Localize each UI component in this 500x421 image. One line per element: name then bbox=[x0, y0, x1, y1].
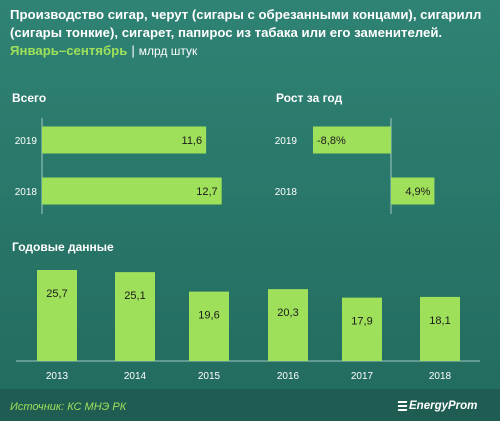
unit-label: млрд штук bbox=[138, 44, 198, 58]
total-value-label: 12,7 bbox=[196, 186, 217, 198]
growth-bar bbox=[391, 177, 435, 205]
growth-year-label: 2019 bbox=[275, 136, 298, 147]
total-value-label: 11,6 bbox=[182, 135, 203, 147]
total-bar bbox=[42, 126, 207, 154]
annual-year-label: 2014 bbox=[124, 371, 147, 382]
annual-year-label: 2017 bbox=[351, 371, 374, 382]
brand-name: EnergyProm bbox=[409, 400, 478, 412]
total-year-label: 2019 bbox=[15, 136, 38, 147]
annual-bar bbox=[268, 289, 308, 361]
growth-chart-title: Рост за год bbox=[276, 91, 343, 105]
title-line-1: Производство сигар, черут (сигары с обре… bbox=[10, 7, 482, 22]
growth-bar bbox=[313, 126, 391, 154]
annual-bar bbox=[420, 296, 460, 361]
total-chart-title: Всего bbox=[12, 91, 47, 105]
annual-value-label: 18,1 bbox=[429, 315, 450, 327]
annual-year-label: 2018 bbox=[429, 371, 452, 382]
growth-year-label: 2018 bbox=[275, 187, 298, 198]
title-line-3: Январь–сентябрь | млрд штук bbox=[10, 43, 197, 58]
annual-value-label: 25,7 bbox=[46, 288, 67, 300]
annual-year-label: 2015 bbox=[198, 371, 221, 382]
source-note: Источник: КС МНЭ РК bbox=[10, 401, 127, 413]
annual-value-label: 25,1 bbox=[124, 290, 145, 302]
total-bar bbox=[42, 177, 222, 205]
title-line-2: (сигары тонкие), сигарет, папирос из таб… bbox=[10, 25, 443, 40]
energyprom-logo-icon bbox=[397, 401, 408, 412]
annual-value-label: 17,9 bbox=[351, 316, 372, 328]
footer-band bbox=[0, 389, 500, 421]
annual-year-label: 2013 bbox=[46, 371, 69, 382]
annual-value-label: 19,6 bbox=[198, 310, 219, 322]
total-year-label: 2018 bbox=[15, 187, 38, 198]
annual-bar bbox=[115, 272, 155, 361]
annual-bar bbox=[342, 297, 382, 361]
annual-bar bbox=[37, 270, 77, 361]
growth-value-label: 4,9% bbox=[405, 186, 430, 198]
growth-value-label: -8,8% bbox=[317, 135, 346, 147]
annual-value-label: 20,3 bbox=[277, 307, 298, 319]
annual-year-label: 2016 bbox=[277, 371, 300, 382]
period-label: Январь–сентябрь bbox=[10, 43, 128, 58]
annual-chart-title: Годовые данные bbox=[12, 240, 114, 254]
annual-bar bbox=[189, 291, 229, 361]
title-separator: | bbox=[131, 43, 135, 58]
